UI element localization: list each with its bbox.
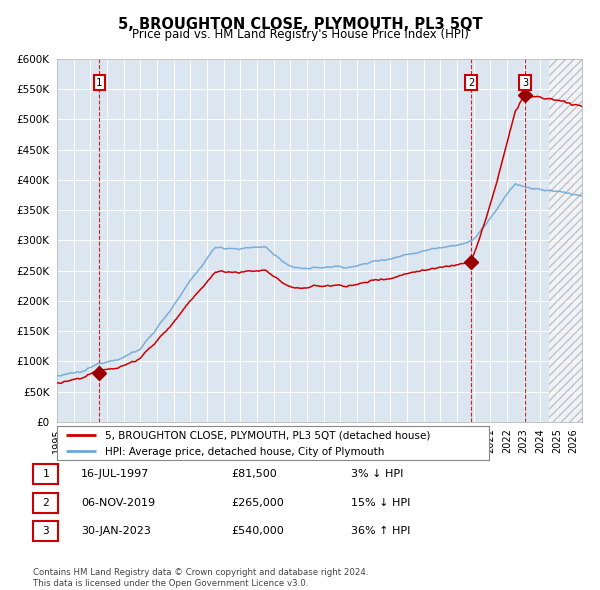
Text: 16-JUL-1997: 16-JUL-1997 — [81, 470, 149, 479]
Text: 2: 2 — [42, 498, 49, 507]
Text: Price paid vs. HM Land Registry's House Price Index (HPI): Price paid vs. HM Land Registry's House … — [131, 28, 469, 41]
Text: 36% ↑ HPI: 36% ↑ HPI — [351, 526, 410, 536]
Text: £540,000: £540,000 — [231, 526, 284, 536]
Text: 3: 3 — [522, 78, 528, 87]
Text: HPI: Average price, detached house, City of Plymouth: HPI: Average price, detached house, City… — [104, 447, 384, 457]
Text: 06-NOV-2019: 06-NOV-2019 — [81, 498, 155, 507]
Text: 15% ↓ HPI: 15% ↓ HPI — [351, 498, 410, 507]
Text: 2: 2 — [468, 78, 474, 87]
Text: Contains HM Land Registry data © Crown copyright and database right 2024.
This d: Contains HM Land Registry data © Crown c… — [33, 568, 368, 588]
Text: 3% ↓ HPI: 3% ↓ HPI — [351, 470, 403, 479]
Text: 5, BROUGHTON CLOSE, PLYMOUTH, PL3 5QT (detached house): 5, BROUGHTON CLOSE, PLYMOUTH, PL3 5QT (d… — [104, 431, 430, 441]
Text: 5, BROUGHTON CLOSE, PLYMOUTH, PL3 5QT: 5, BROUGHTON CLOSE, PLYMOUTH, PL3 5QT — [118, 17, 482, 31]
Text: 1: 1 — [96, 78, 103, 87]
Bar — [548, 59, 582, 422]
Text: £81,500: £81,500 — [231, 470, 277, 479]
Text: 1: 1 — [42, 470, 49, 479]
Text: 3: 3 — [42, 526, 49, 536]
Text: 30-JAN-2023: 30-JAN-2023 — [81, 526, 151, 536]
Text: £265,000: £265,000 — [231, 498, 284, 507]
